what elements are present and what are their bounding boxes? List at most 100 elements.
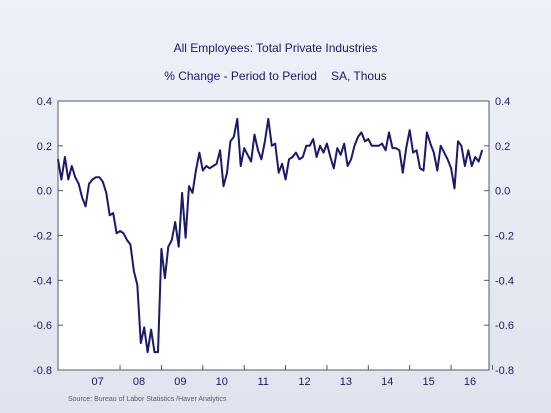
data-point xyxy=(450,167,452,169)
data-point xyxy=(340,154,342,156)
data-point xyxy=(474,156,476,158)
data-point xyxy=(416,149,418,151)
data-point xyxy=(116,232,118,234)
data-point xyxy=(222,185,225,187)
y-tick-label-left: -0.8 xyxy=(33,365,52,377)
data-point xyxy=(343,143,345,145)
data-point xyxy=(174,221,176,223)
data-point xyxy=(291,156,294,158)
data-point xyxy=(453,187,456,189)
y-tick-label-right: -0.2 xyxy=(495,231,514,243)
x-tick-label: 12 xyxy=(298,376,310,388)
data-point xyxy=(288,158,290,160)
data-point xyxy=(388,131,390,133)
data-point xyxy=(164,277,166,279)
data-point xyxy=(457,140,459,142)
data-point xyxy=(143,326,145,328)
data-point xyxy=(436,169,438,172)
data-point xyxy=(171,239,173,241)
data-point xyxy=(140,342,142,344)
data-point xyxy=(109,214,111,216)
data-point xyxy=(67,178,69,181)
data-point xyxy=(326,143,328,145)
data-point xyxy=(60,178,63,181)
data-point xyxy=(202,169,204,172)
data-point xyxy=(426,131,428,133)
data-point xyxy=(360,131,362,133)
x-tick-label: 08 xyxy=(133,376,145,388)
data-point xyxy=(402,172,404,174)
data-point xyxy=(243,147,245,149)
data-point xyxy=(464,165,466,167)
data-point xyxy=(285,178,287,181)
source-note: Source: Bureau of Labor Statistics /Have… xyxy=(68,396,227,403)
y-tick-label-left: -0.2 xyxy=(33,231,52,243)
data-point xyxy=(185,237,187,239)
data-point xyxy=(126,239,128,241)
y-tick-label-right: 0.4 xyxy=(495,96,510,108)
data-point xyxy=(440,145,442,147)
data-point xyxy=(422,169,425,172)
data-point xyxy=(429,143,431,145)
data-point xyxy=(212,165,214,167)
y-tick-label-left: 0.4 xyxy=(37,96,52,108)
data-point xyxy=(78,183,80,185)
data-point xyxy=(302,156,304,158)
data-point xyxy=(371,145,373,147)
data-point xyxy=(395,147,397,149)
x-tick-label: 11 xyxy=(257,376,268,388)
data-point xyxy=(364,140,366,142)
data-point xyxy=(419,167,421,169)
data-point xyxy=(305,145,307,147)
data-point xyxy=(443,152,445,154)
data-point xyxy=(264,140,266,142)
data-point xyxy=(312,138,314,140)
subtitle-left: % Change - Period to Period xyxy=(164,69,317,83)
data-point xyxy=(88,183,90,185)
x-tick-label: 07 xyxy=(92,376,104,388)
data-point xyxy=(233,136,235,138)
data-point xyxy=(398,149,400,151)
data-point xyxy=(378,145,380,147)
data-point xyxy=(219,149,221,151)
data-point xyxy=(298,158,300,160)
data-point xyxy=(198,152,200,154)
data-point xyxy=(295,152,297,154)
y-tick-label-left: -0.4 xyxy=(33,275,52,287)
data-point xyxy=(209,167,211,169)
plot-area xyxy=(57,100,490,371)
data-point xyxy=(333,167,335,169)
x-tick-label: 16 xyxy=(464,376,476,388)
y-tick-label-right: 0.2 xyxy=(495,141,510,153)
chart-title: All Employees: Total Private Industries xyxy=(173,41,378,55)
subtitle-right: SA, Thous xyxy=(330,69,387,83)
data-point xyxy=(102,181,104,183)
data-point xyxy=(274,143,276,145)
data-point xyxy=(188,185,190,187)
y-tick-label-left: 0.2 xyxy=(37,141,52,153)
data-point xyxy=(250,160,252,163)
data-point xyxy=(381,143,383,145)
data-point xyxy=(57,158,59,160)
data-point xyxy=(405,147,407,149)
y-tick-label-right: -0.6 xyxy=(495,320,514,332)
data-point xyxy=(181,192,183,194)
data-point xyxy=(91,178,94,181)
data-point xyxy=(481,149,483,151)
y-tick-label-right: 0.0 xyxy=(495,186,510,198)
data-point xyxy=(226,172,228,174)
data-point xyxy=(281,163,283,165)
x-tick-label: 15 xyxy=(423,376,435,388)
data-point xyxy=(129,243,131,246)
data-point xyxy=(316,156,318,158)
x-tick-label: 10 xyxy=(216,376,228,388)
data-point xyxy=(122,232,125,234)
y-tick-label-right: -0.8 xyxy=(495,365,514,377)
data-point xyxy=(195,169,197,172)
data-point xyxy=(271,145,273,147)
chart-subtitle: % Change - Period to Period SA, Thous xyxy=(0,69,551,83)
data-point xyxy=(478,160,480,163)
data-point xyxy=(257,149,259,151)
data-point xyxy=(98,176,100,178)
